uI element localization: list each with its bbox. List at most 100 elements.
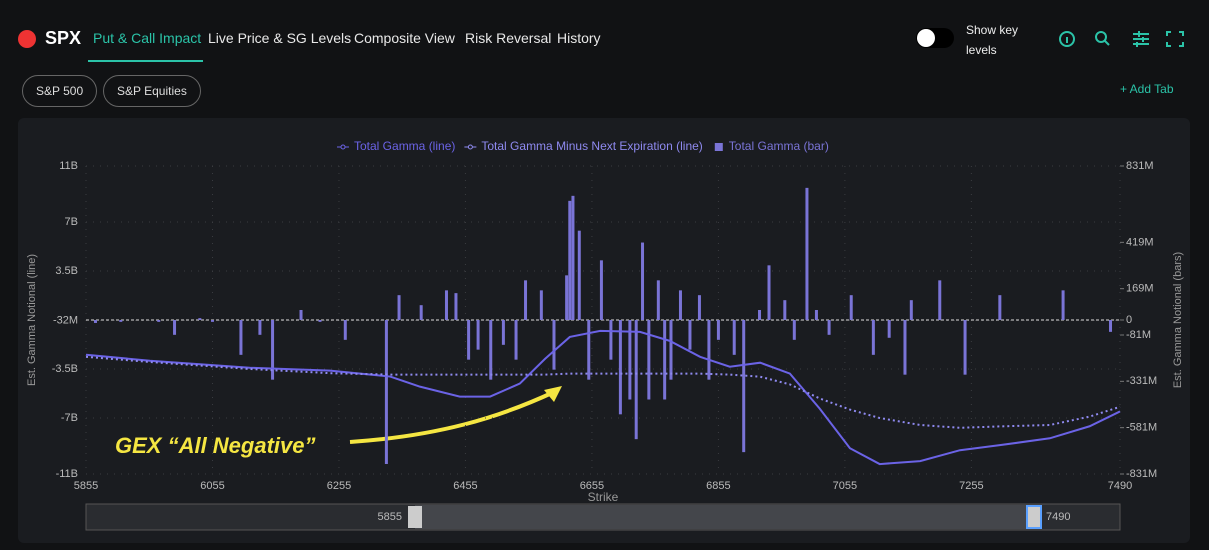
y2-tick-label: -581M — [1126, 422, 1157, 434]
y2-tick-label: -331M — [1126, 375, 1157, 387]
bar — [707, 320, 711, 380]
x-tick-label: 6055 — [200, 480, 224, 492]
bar — [239, 320, 243, 355]
bar — [1109, 320, 1113, 332]
bar — [669, 320, 673, 380]
bar — [501, 320, 505, 345]
bar — [467, 320, 471, 360]
bar — [157, 320, 161, 322]
bar — [119, 320, 123, 322]
y2-tick-label: 0 — [1126, 314, 1132, 326]
legend-swatch — [714, 143, 723, 151]
bar — [656, 280, 660, 320]
bar — [805, 187, 809, 320]
y2-axis-label: Est. Gamma Notional (bars) — [1172, 252, 1184, 388]
line — [85, 329, 1121, 466]
bar — [476, 320, 480, 350]
y-tick-label: 7B — [65, 216, 78, 228]
bar — [783, 300, 787, 320]
bar — [678, 290, 682, 320]
bar — [609, 320, 613, 360]
bar — [963, 320, 967, 375]
bar — [903, 320, 907, 375]
y-tick-label: -32M — [53, 314, 78, 326]
legend-entry: Total Gamma (line) — [354, 139, 455, 153]
slider-from: 5855 — [378, 511, 402, 523]
add-tab[interactable]: + Add Tab — [1120, 82, 1174, 96]
bar — [577, 230, 581, 320]
y2-tick-label: 169M — [1126, 283, 1154, 295]
bar — [634, 320, 638, 440]
bar — [343, 320, 347, 340]
tab[interactable]: Put & Call Impact — [93, 30, 202, 46]
toggle[interactable] — [916, 28, 954, 48]
x-tick-label: 6455 — [453, 480, 477, 492]
bar — [384, 320, 388, 464]
bar — [571, 195, 575, 320]
y-tick-label: 3.5B — [55, 265, 78, 277]
x-tick-label: 5855 — [74, 480, 98, 492]
tab[interactable]: Live Price & SG Levels — [208, 30, 352, 46]
x-tick-label: 6655 — [580, 480, 604, 492]
y2-tick-label: -81M — [1126, 329, 1151, 341]
bar — [1061, 290, 1065, 320]
legend-swatch — [340, 144, 346, 150]
y2-tick-label: -831M — [1126, 468, 1157, 480]
x-tick-label: 7490 — [1108, 480, 1132, 492]
annotation: GEX “All Negative” — [115, 433, 316, 458]
bar — [909, 300, 913, 320]
tab[interactable]: History — [557, 30, 601, 46]
x-tick-label: 6255 — [327, 480, 351, 492]
bar — [618, 320, 622, 415]
bar — [716, 320, 720, 340]
toolbar-icons[interactable] — [1055, 28, 1190, 50]
legend-swatch — [467, 144, 473, 150]
y-axis-label: Est. Gamma Notional (line) — [26, 254, 38, 386]
bar — [688, 320, 692, 350]
bar — [758, 309, 762, 320]
filter-button[interactable]: S&P Equities — [103, 75, 201, 107]
symbol[interactable]: SPX — [45, 28, 82, 48]
bar — [767, 265, 771, 320]
bar — [552, 320, 556, 370]
tab[interactable]: Composite View — [354, 30, 455, 46]
bar — [454, 293, 458, 320]
filter-button[interactable]: S&P 500 — [22, 75, 98, 107]
bar — [271, 320, 275, 380]
bar — [647, 320, 651, 400]
bar — [887, 320, 891, 338]
tab[interactable]: Risk Reversal — [465, 30, 552, 46]
bar — [173, 320, 177, 335]
bar — [827, 320, 831, 335]
y-tick-label: -7B — [61, 412, 78, 424]
legend-entry: Total Gamma Minus Next Expiration (line) — [481, 139, 702, 153]
y2-tick-label: 831M — [1126, 160, 1154, 172]
bar — [93, 320, 97, 323]
y-tick-label: -11B — [56, 468, 78, 480]
arrow-head — [544, 386, 562, 402]
slider-selection — [415, 505, 1034, 529]
bar — [444, 290, 448, 320]
x-axis-label: Strike — [588, 490, 619, 504]
bar — [732, 320, 736, 355]
annotation-arrow — [349, 390, 555, 444]
legend-entry: Total Gamma (bar) — [729, 139, 829, 153]
slider-handle[interactable] — [1026, 505, 1042, 529]
x-tick-label: 7255 — [959, 480, 983, 492]
y-tick-label: -3.5B — [52, 363, 78, 375]
bar — [198, 318, 202, 320]
bar — [938, 280, 942, 320]
bar — [489, 320, 493, 380]
bar — [587, 320, 591, 380]
bar — [663, 320, 667, 400]
slider-handle[interactable] — [408, 506, 422, 528]
x-tick-label: 6855 — [706, 480, 730, 492]
y2-tick-label: 419M — [1126, 236, 1154, 248]
slider-to: 7490 — [1046, 511, 1070, 523]
bar — [792, 320, 796, 340]
bar — [514, 320, 518, 360]
bar — [742, 320, 746, 453]
active-underline — [88, 60, 203, 62]
y-tick-label: 11B — [59, 160, 78, 172]
chart: Est. Gamma Notional (line) Est. Gamma No… — [26, 139, 1184, 531]
